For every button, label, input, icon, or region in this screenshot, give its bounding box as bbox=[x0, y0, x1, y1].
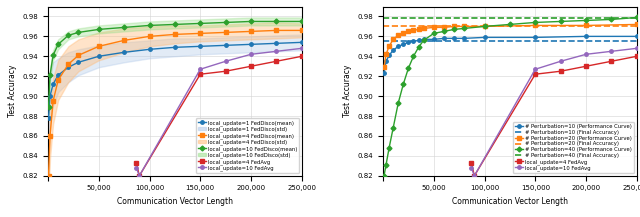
local_update=4 FedAvg bbox=[298, 55, 306, 58]
local_update=1 FedDisco(mean) bbox=[54, 74, 62, 77]
local_update=4 FedAvg bbox=[196, 73, 204, 76]
local_update=1 FedDisco(mean) bbox=[75, 61, 83, 64]
local_update=10 FedDisco(mean) bbox=[46, 74, 54, 77]
local_update=1 FedDisco(mean) bbox=[273, 42, 280, 45]
local_update=10 FedDisco(mean) bbox=[65, 34, 72, 37]
local_update=10 FedDisco(mean) bbox=[49, 54, 57, 57]
local_update=4 FedDisco(mean) bbox=[65, 63, 72, 66]
Line: local_update=10 FedDisco(mean): local_update=10 FedDisco(mean) bbox=[47, 20, 303, 109]
local_update=4 FedDisco(mean) bbox=[222, 31, 230, 34]
local_update=10 FedAvg bbox=[298, 47, 306, 50]
local_update=1 FedDisco(mean) bbox=[196, 45, 204, 48]
local_update=10 FedAvg bbox=[247, 53, 255, 56]
local_update=4 FedDisco(mean) bbox=[298, 29, 306, 32]
local_update=10 FedDisco(mean) bbox=[247, 20, 255, 23]
local_update=10 FedDisco(mean) bbox=[45, 106, 52, 108]
Line: local_update=1 FedDisco(mean): local_update=1 FedDisco(mean) bbox=[47, 41, 303, 120]
local_update=10 FedAvg bbox=[132, 166, 140, 169]
Legend: local_update=1 FedDisco(mean), local_update=1 FedDisco(std), local_update=4 FedD: local_update=1 FedDisco(mean), local_upd… bbox=[196, 118, 299, 173]
local_update=4 FedDisco(mean) bbox=[54, 79, 62, 82]
local_update=4 FedDisco(mean) bbox=[171, 33, 179, 36]
local_update=10 FedDisco(mean) bbox=[120, 26, 128, 29]
local_update=4 FedAvg bbox=[222, 70, 230, 72]
local_update=10 FedDisco(mean) bbox=[298, 20, 306, 23]
local_update=1 FedDisco(mean) bbox=[45, 117, 52, 119]
Y-axis label: Test Accuracy: Test Accuracy bbox=[8, 65, 17, 117]
local_update=4 FedDisco(mean) bbox=[49, 100, 57, 102]
local_update=4 FedDisco(mean) bbox=[46, 135, 54, 137]
local_update=4 FedDisco(mean) bbox=[75, 54, 83, 57]
local_update=4 FedDisco(mean) bbox=[247, 30, 255, 33]
local_update=10 FedAvg bbox=[136, 174, 143, 177]
X-axis label: Communication Vector Length: Communication Vector Length bbox=[117, 197, 233, 206]
local_update=10 FedDisco(mean) bbox=[273, 20, 280, 23]
local_update=1 FedDisco(mean) bbox=[298, 41, 306, 44]
Line: local_update=4 FedAvg: local_update=4 FedAvg bbox=[134, 54, 303, 178]
local_update=4 FedDisco(mean) bbox=[95, 45, 102, 48]
local_update=10 FedAvg bbox=[273, 50, 280, 53]
local_update=10 FedAvg bbox=[196, 68, 204, 71]
local_update=10 FedDisco(mean) bbox=[222, 21, 230, 24]
local_update=1 FedDisco(mean) bbox=[49, 83, 57, 85]
local_update=10 FedDisco(mean) bbox=[146, 24, 154, 27]
Line: local_update=10 FedAvg: local_update=10 FedAvg bbox=[134, 47, 303, 178]
local_update=1 FedDisco(mean) bbox=[95, 55, 102, 58]
local_update=4 FedAvg bbox=[136, 174, 143, 177]
local_update=1 FedDisco(mean) bbox=[171, 46, 179, 49]
local_update=4 FedDisco(mean) bbox=[45, 174, 52, 177]
local_update=4 FedDisco(mean) bbox=[196, 32, 204, 35]
local_update=10 FedDisco(mean) bbox=[196, 22, 204, 25]
local_update=1 FedDisco(mean) bbox=[222, 44, 230, 47]
local_update=10 FedDisco(mean) bbox=[75, 31, 83, 34]
Line: local_update=4 FedDisco(mean): local_update=4 FedDisco(mean) bbox=[47, 29, 303, 178]
local_update=1 FedDisco(mean) bbox=[46, 95, 54, 97]
local_update=1 FedDisco(mean) bbox=[146, 48, 154, 51]
local_update=10 FedDisco(mean) bbox=[171, 23, 179, 26]
local_update=10 FedAvg bbox=[222, 60, 230, 62]
local_update=4 FedDisco(mean) bbox=[146, 35, 154, 38]
local_update=1 FedDisco(mean) bbox=[120, 51, 128, 54]
local_update=4 FedAvg bbox=[247, 65, 255, 67]
local_update=1 FedDisco(mean) bbox=[247, 43, 255, 46]
Legend: # Perturbation=10 (Performance Curve), # Perturbation=10 (Final Accuracy), # Per: # Perturbation=10 (Performance Curve), #… bbox=[513, 122, 634, 173]
X-axis label: Communication Vector Length: Communication Vector Length bbox=[452, 197, 568, 206]
local_update=4 FedDisco(mean) bbox=[120, 39, 128, 42]
Y-axis label: Test Accuracy: Test Accuracy bbox=[343, 65, 352, 117]
local_update=10 FedDisco(mean) bbox=[54, 43, 62, 46]
local_update=4 FedAvg bbox=[273, 60, 280, 62]
local_update=10 FedDisco(mean) bbox=[95, 28, 102, 31]
local_update=4 FedDisco(mean) bbox=[273, 29, 280, 32]
local_update=4 FedAvg bbox=[132, 161, 140, 164]
local_update=1 FedDisco(mean) bbox=[65, 66, 72, 69]
